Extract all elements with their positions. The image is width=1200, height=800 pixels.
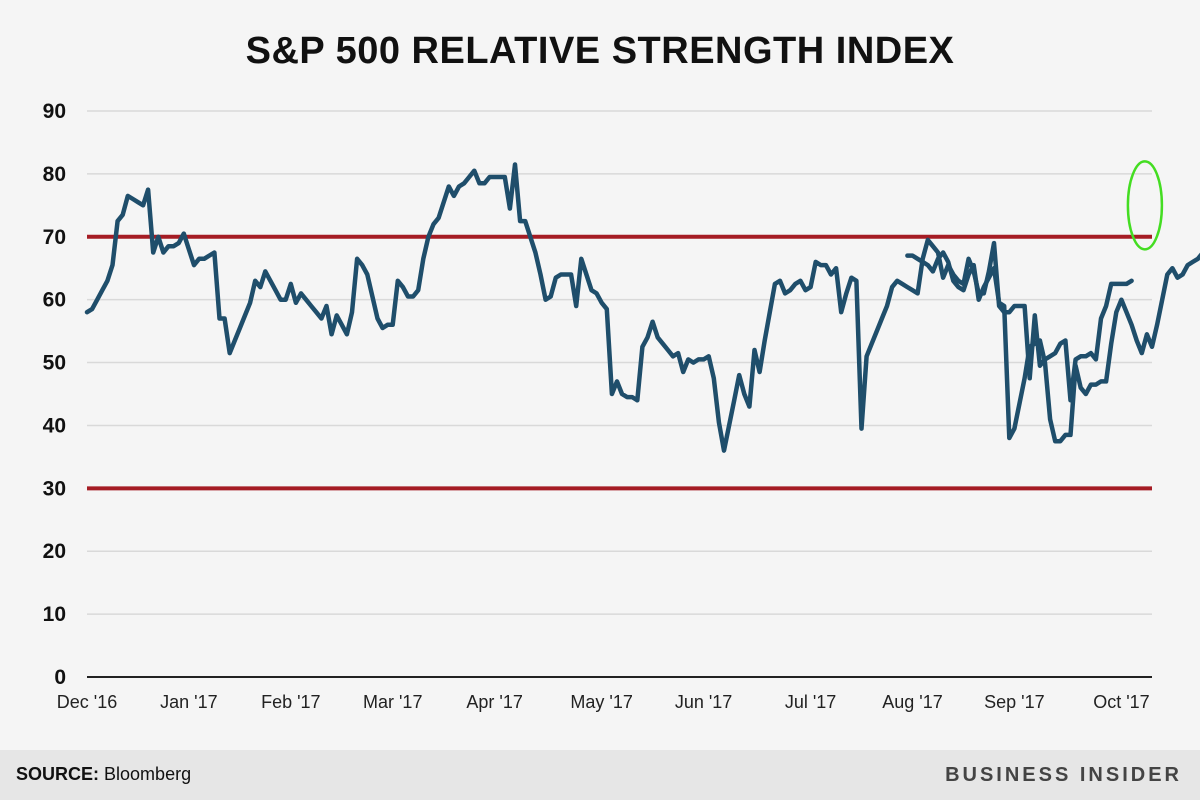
x-tick-label: Mar '17 [363, 692, 422, 712]
x-tick-label: Jun '17 [675, 692, 732, 712]
source-line: SOURCE: Bloomberg [16, 764, 191, 785]
x-tick-label: May '17 [570, 692, 632, 712]
y-tick-label: 20 [43, 540, 66, 563]
highlight-circle [1126, 160, 1164, 251]
y-tick-label: 0 [54, 666, 66, 689]
brand-logo: BUSINESS INSIDER [945, 764, 1182, 786]
x-tick-label: Aug '17 [882, 692, 943, 712]
x-tick-label: Dec '16 [57, 692, 117, 712]
y-tick-label: 10 [43, 603, 66, 626]
x-tick-label: Sep '17 [984, 692, 1045, 712]
series-lines [84, 162, 1200, 453]
gridlines [87, 110, 1152, 678]
reference-lines [87, 234, 1152, 491]
highlight-marker [1126, 160, 1164, 251]
x-tick-label: Jan '17 [160, 692, 217, 712]
chart-title: S&P 500 RELATIVE STRENGTH INDEX [245, 30, 955, 72]
series-line-1 [905, 250, 1200, 444]
y-tick-label: 90 [43, 100, 66, 123]
x-tick-label: Jul '17 [785, 692, 836, 712]
y-tick-label: 60 [43, 289, 66, 312]
y-tick-label: 70 [43, 226, 66, 249]
y-tick-label: 50 [43, 352, 66, 375]
y-axis-ticks: 0 10 20 30 40 50 60 70 80 90 [43, 100, 66, 689]
x-tick-label: Feb '17 [261, 692, 320, 712]
y-tick-label: 40 [43, 414, 66, 437]
y-tick-label: 80 [43, 163, 66, 186]
footer: SOURCE: Bloomberg BUSINESS INSIDER [0, 750, 1200, 800]
series-line-0 [84, 162, 1134, 453]
y-tick-label: 30 [43, 477, 66, 500]
x-axis-ticks: Dec '16 Jan '17 Feb '17 Mar '17 Apr '17 May '… [57, 692, 1150, 712]
source-value: Bloomberg [104, 764, 192, 784]
x-tick-label: Oct '17 [1093, 692, 1149, 712]
x-tick-label: Apr '17 [466, 692, 522, 712]
source-label: SOURCE: [16, 764, 100, 784]
rsi-chart: 0 10 20 30 40 50 60 70 80 90 Dec '16 Jan '17 Feb '1… [43, 100, 1200, 712]
